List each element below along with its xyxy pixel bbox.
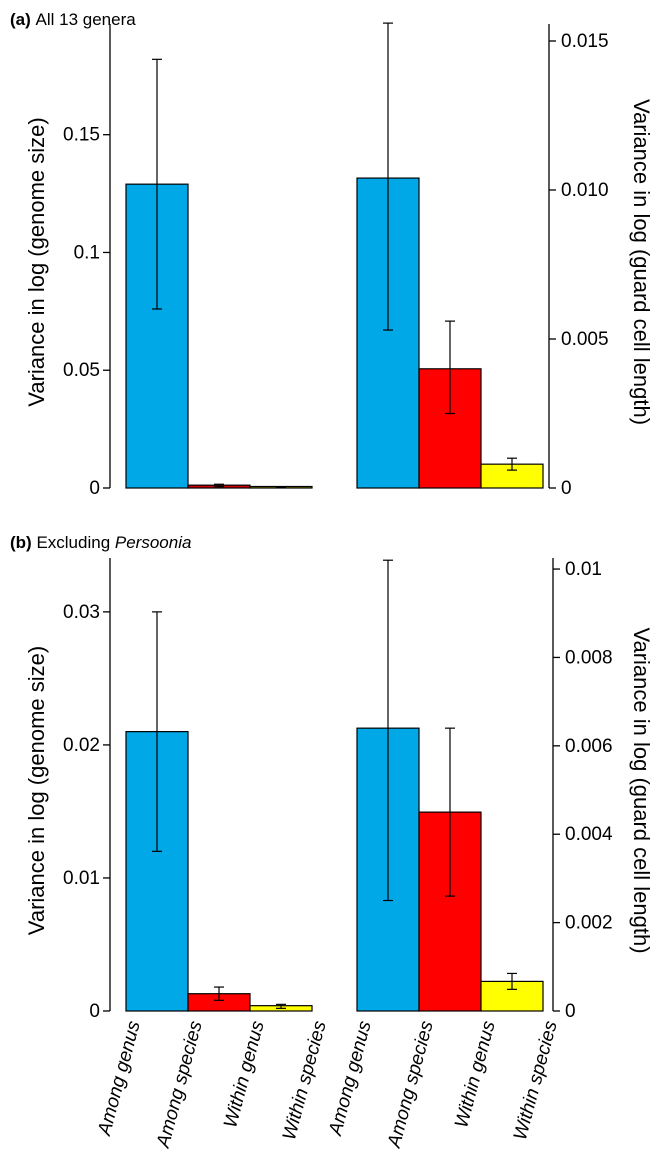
y-tick-label: 0.1 [74, 242, 100, 263]
error-bar [214, 986, 224, 1001]
y-tick-label: 0 [565, 1001, 576, 1022]
y-tick-label: 0.005 [561, 329, 609, 350]
error-bar [276, 1003, 286, 1009]
y-axis-title: Variance in log (genome size) [24, 117, 49, 406]
figure-panel-a: (a) All 13 genera 0 0.05 0.1 0.15 Variance in… [10, 10, 654, 499]
y-tick-label: 0.05 [63, 360, 100, 381]
error-bar [152, 611, 162, 852]
panel-label: (a) All 13 genera [10, 10, 136, 29]
y-tick-label: 0 [561, 478, 572, 499]
figure-panel-b: (b) Excluding Persoonia 0 0.01 0.02 0.03 Vari… [10, 533, 654, 1022]
y-tick-label: 0.01 [63, 868, 100, 889]
x-category-label: Among genus [325, 1018, 376, 1138]
panel-title: All 13 genera [36, 10, 137, 29]
x-category-label: Among species [384, 1018, 438, 1150]
y-tick-label: 0.015 [561, 31, 609, 52]
error-bar [445, 727, 455, 897]
y-tick-label: 0.03 [63, 602, 100, 623]
x-category-label: Within genus [451, 1018, 500, 1130]
error-bar [214, 483, 224, 488]
error-bar [445, 320, 455, 415]
x-category-label: Within genus [220, 1018, 269, 1130]
y-tick-label: 0.008 [565, 647, 613, 668]
subplot-right: 0 0.002 0.004 0.006 0.008 0.01 Variance in log… [356, 558, 654, 1022]
y-tick-label: 0.002 [565, 913, 613, 934]
panel-letter: (b) [10, 533, 36, 552]
y-tick-label: 0 [89, 1001, 100, 1022]
y-tick-label: 0.01 [565, 559, 602, 580]
y-axis-title: Variance in log (guard cell length) [629, 99, 654, 425]
subplot-left: 0 0.05 0.1 0.15 Variance in log (genome size… [24, 24, 313, 499]
panel-title: Excluding [36, 533, 114, 552]
error-bar [383, 22, 393, 331]
y-tick-label: 0 [89, 478, 100, 499]
error-bar [507, 972, 517, 990]
x-category-label: Among species [153, 1018, 207, 1150]
x-category-labels: Among genus Among species Within genus With… [94, 1018, 562, 1150]
error-bar [507, 457, 517, 471]
y-tick-label: 0.006 [565, 736, 613, 757]
panel-letter: (a) [10, 10, 36, 29]
y-tick-label: 0.02 [63, 735, 100, 756]
y-axis-title: Variance in log (guard cell length) [629, 627, 654, 953]
y-tick-label: 0.010 [561, 180, 609, 201]
subplot-right: 0 0.005 0.010 0.015 Variance in log (guard c… [356, 22, 654, 499]
subplot-left: 0 0.01 0.02 0.03 Variance in log (genome siz… [24, 558, 313, 1022]
y-tick-label: 0.004 [565, 824, 613, 845]
error-bar [276, 485, 286, 489]
panel-label: (b) Excluding Persoonia [10, 533, 191, 552]
y-axis-title: Variance in log (genome size) [24, 646, 49, 935]
error-bar [383, 559, 393, 902]
x-category-label: Within species [279, 1018, 331, 1142]
x-category-label: Among genus [94, 1018, 145, 1138]
y-tick-label: 0.15 [63, 125, 100, 146]
error-bar [152, 58, 162, 310]
panel-title-italic: Persoonia [115, 533, 192, 552]
x-category-label: Within species [510, 1018, 562, 1142]
